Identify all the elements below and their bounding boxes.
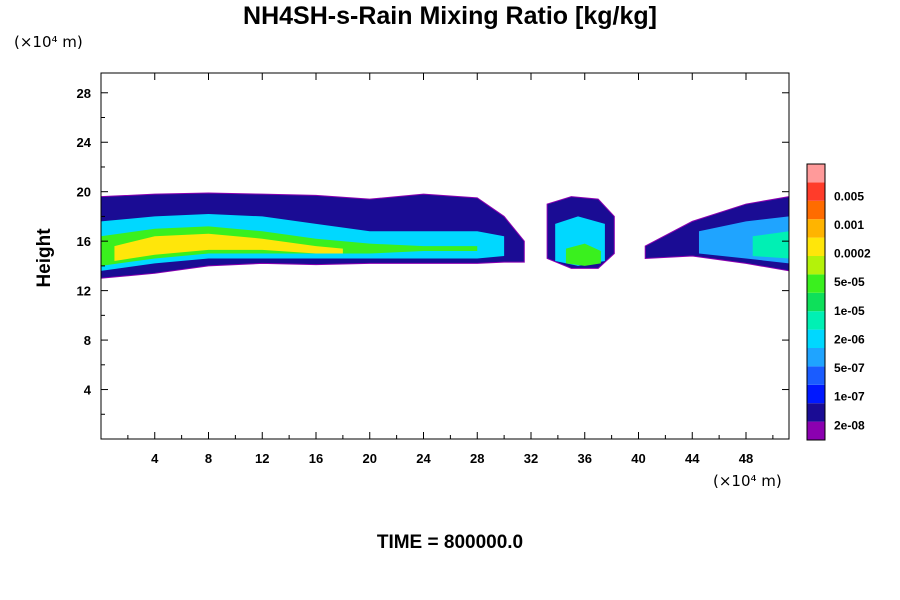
y-axis-label: Height	[34, 228, 55, 288]
colorbar-label: 2e-06	[834, 332, 865, 346]
colorbar-swatch	[807, 182, 825, 201]
x-tick-label: 20	[363, 451, 377, 466]
y-tick-label: 28	[77, 86, 91, 101]
colorbar-swatch	[807, 164, 825, 183]
colorbar-swatch	[807, 274, 825, 293]
contour-field	[100, 192, 790, 279]
colorbar-label: 0.0002	[834, 247, 871, 261]
x-axis-ticks: 4 8 12 16 20 24 28 32 36 40 44 48	[127, 73, 774, 466]
x-tick-label: 48	[739, 451, 753, 466]
x-tick-label: 40	[631, 451, 645, 466]
y-tick-label: 20	[77, 185, 91, 200]
colorbar-label: 1e-07	[834, 390, 865, 404]
x-tick-label: 28	[470, 451, 484, 466]
x-tick-label: 12	[255, 451, 269, 466]
x-tick-label: 44	[685, 451, 700, 466]
colorbar: 0.005 0.001 0.0002 5e-05 1e-05 2e-06 5e-07 1e-0…	[806, 163, 871, 441]
x-axis-unit: (×10⁴ m)	[713, 472, 782, 490]
colorbar-swatch	[807, 366, 825, 385]
x-tick-label: 8	[205, 451, 212, 466]
y-tick-label: 4	[84, 383, 92, 398]
colorbar-label: 5e-05	[834, 275, 865, 289]
contour-band-6	[565, 243, 601, 266]
x-tick-label: 16	[309, 451, 323, 466]
y-axis-ticks: 4 8 12 16 20 24 28	[77, 86, 789, 415]
chart-title: NH4SH-s-Rain Mixing Ratio [kg/kg]	[243, 2, 657, 30]
y-axis-unit: (×10⁴ m)	[14, 33, 83, 51]
time-label: TIME = 800000.0	[376, 532, 524, 553]
colorbar-swatch	[807, 311, 825, 330]
contour-band-3	[114, 233, 343, 261]
x-tick-label: 24	[416, 451, 431, 466]
x-tick-label: 32	[524, 451, 538, 466]
colorbar-swatch	[807, 421, 825, 440]
contour-band-9	[752, 231, 789, 259]
colorbar-swatch	[807, 329, 825, 348]
colorbar-swatch	[807, 292, 825, 312]
colorbar-label: 5e-07	[834, 361, 865, 375]
colorbar-swatch	[807, 237, 825, 256]
x-tick-label: 4	[151, 451, 159, 466]
y-tick-label: 16	[77, 234, 91, 249]
colorbar-swatch	[807, 384, 825, 404]
colorbar-label: 1e-05	[834, 304, 865, 318]
colorbar-swatch	[807, 348, 825, 367]
colorbar-frame	[806, 163, 826, 441]
colorbar-swatch	[807, 403, 825, 422]
y-tick-label: 8	[84, 333, 91, 348]
colorbar-swatch	[807, 200, 825, 220]
y-tick-label: 24	[77, 135, 92, 150]
colorbar-swatch	[807, 219, 825, 238]
plot-frame	[100, 72, 790, 440]
colorbar-label: 2e-08	[834, 418, 865, 432]
colorbar-label: 0.001	[834, 218, 864, 232]
colorbar-label: 0.005	[834, 189, 864, 203]
colorbar-swatch	[807, 256, 825, 275]
y-tick-label: 12	[77, 284, 91, 299]
x-tick-label: 36	[578, 451, 592, 466]
